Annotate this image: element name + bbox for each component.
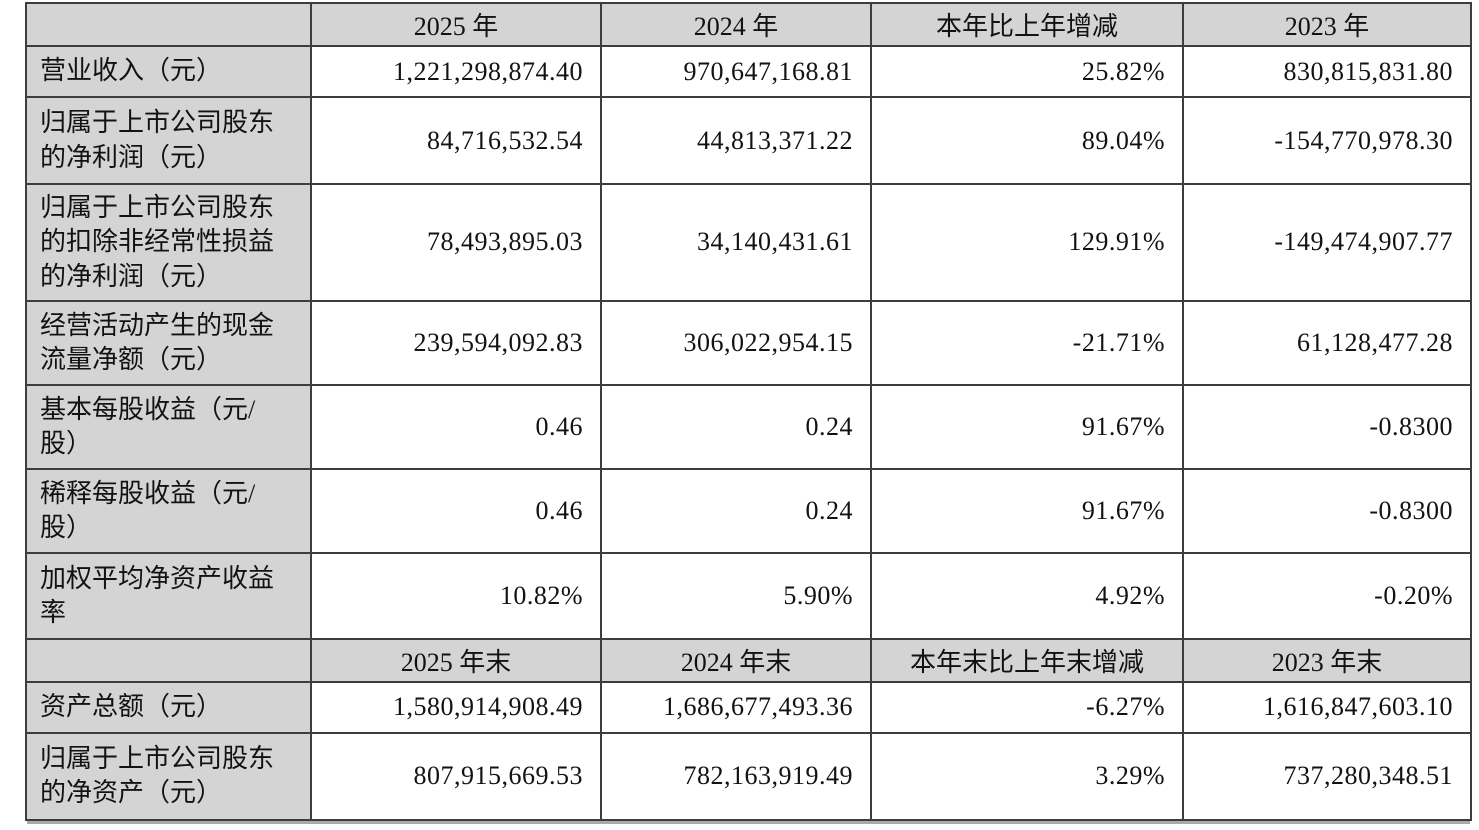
cell-value: 830,815,831.80 [1182, 45, 1472, 98]
row-label: 资产总额（元） [25, 680, 312, 734]
cell-value: 3.29% [870, 731, 1184, 821]
cell-value: 61,128,477.28 [1182, 299, 1472, 386]
cell-value: 239,594,092.83 [310, 299, 602, 386]
table-row-revenue: 营业收入（元） 1,221,298,874.40 970,647,168.81 … [25, 45, 1472, 98]
cell-value: 5.90% [600, 551, 872, 640]
table-row-basic-eps: 基本每股收益（元/股） 0.46 0.24 91.67% -0.8300 [25, 383, 1472, 470]
cell-value: -0.8300 [1182, 383, 1472, 470]
cell-value: 782,163,919.49 [600, 731, 872, 821]
column-header-yearend-change: 本年末比上年末增减 [870, 637, 1184, 683]
row-label: 加权平均净资产收益率 [25, 551, 312, 640]
column-header-2024-end: 2024 年末 [600, 637, 872, 683]
row-label: 归属于上市公司股东的净利润（元） [25, 96, 312, 185]
cell-value: 89.04% [870, 96, 1184, 185]
cell-value: 91.67% [870, 467, 1184, 554]
cell-value: 44,813,371.22 [600, 96, 872, 185]
column-header-2024: 2024 年 [600, 2, 872, 47]
cell-value: -0.8300 [1182, 467, 1472, 554]
cell-value: -154,770,978.30 [1182, 96, 1472, 185]
row-label: 归属于上市公司股东的净资产（元） [25, 731, 312, 821]
financial-summary-table: 2025 年 2024 年 本年比上年增减 2023 年 营业收入（元） 1,2… [25, 2, 1472, 821]
table-row-weighted-avg-roe: 加权平均净资产收益率 10.82% 5.90% 4.92% -0.20% [25, 551, 1472, 640]
cell-value: 4.92% [870, 551, 1184, 640]
cell-value: 1,221,298,874.40 [310, 45, 602, 98]
cell-value: 0.46 [310, 383, 602, 470]
row-label: 稀释每股收益（元/股） [25, 467, 312, 554]
cell-value: -0.20% [1182, 551, 1472, 640]
cell-value: 737,280,348.51 [1182, 731, 1472, 821]
annual-header-row: 2025 年 2024 年 本年比上年增减 2023 年 [25, 2, 1472, 47]
corner-cell [25, 2, 312, 47]
cell-value: 91.67% [870, 383, 1184, 470]
cell-value: -6.27% [870, 680, 1184, 734]
row-label: 经营活动产生的现金流量净额（元） [25, 299, 312, 386]
column-header-2025-end: 2025 年末 [310, 637, 602, 683]
column-header-2025: 2025 年 [310, 2, 602, 47]
table-row-net-profit: 归属于上市公司股东的净利润（元） 84,716,532.54 44,813,37… [25, 96, 1472, 185]
cell-value: 0.24 [600, 467, 872, 554]
cell-value: 1,580,914,908.49 [310, 680, 602, 734]
corner-cell [25, 637, 312, 683]
row-label: 归属于上市公司股东的扣除非经常性损益的净利润（元） [25, 183, 312, 302]
table-row-total-assets: 资产总额（元） 1,580,914,908.49 1,686,677,493.3… [25, 680, 1472, 734]
row-label: 基本每股收益（元/股） [25, 383, 312, 470]
table-row-operating-cash-flow: 经营活动产生的现金流量净额（元） 239,594,092.83 306,022,… [25, 299, 1472, 386]
cell-value: 970,647,168.81 [600, 45, 872, 98]
row-label: 营业收入（元） [25, 45, 312, 98]
cell-value: -21.71% [870, 299, 1184, 386]
table-row-net-assets: 归属于上市公司股东的净资产（元） 807,915,669.53 782,163,… [25, 731, 1472, 821]
cell-value: 1,686,677,493.36 [600, 680, 872, 734]
column-header-yoy-change: 本年比上年增减 [870, 2, 1184, 47]
column-header-2023: 2023 年 [1182, 2, 1472, 47]
cell-value: 84,716,532.54 [310, 96, 602, 185]
cell-value: 807,915,669.53 [310, 731, 602, 821]
cell-value: 25.82% [870, 45, 1184, 98]
cell-value: 78,493,895.03 [310, 183, 602, 302]
cell-value: 0.46 [310, 467, 602, 554]
yearend-header-row: 2025 年末 2024 年末 本年末比上年末增减 2023 年末 [25, 637, 1472, 683]
cell-value: 1,616,847,603.10 [1182, 680, 1472, 734]
cell-value: 306,022,954.15 [600, 299, 872, 386]
table-row-diluted-eps: 稀释每股收益（元/股） 0.46 0.24 91.67% -0.8300 [25, 467, 1472, 554]
column-header-2023-end: 2023 年末 [1182, 637, 1472, 683]
cell-value: 10.82% [310, 551, 602, 640]
cell-value: 129.91% [870, 183, 1184, 302]
table-row-net-profit-excl-nonrecurring: 归属于上市公司股东的扣除非经常性损益的净利润（元） 78,493,895.03 … [25, 183, 1472, 302]
cell-value: -149,474,907.77 [1182, 183, 1472, 302]
cell-value: 0.24 [600, 383, 872, 470]
cell-value: 34,140,431.61 [600, 183, 872, 302]
